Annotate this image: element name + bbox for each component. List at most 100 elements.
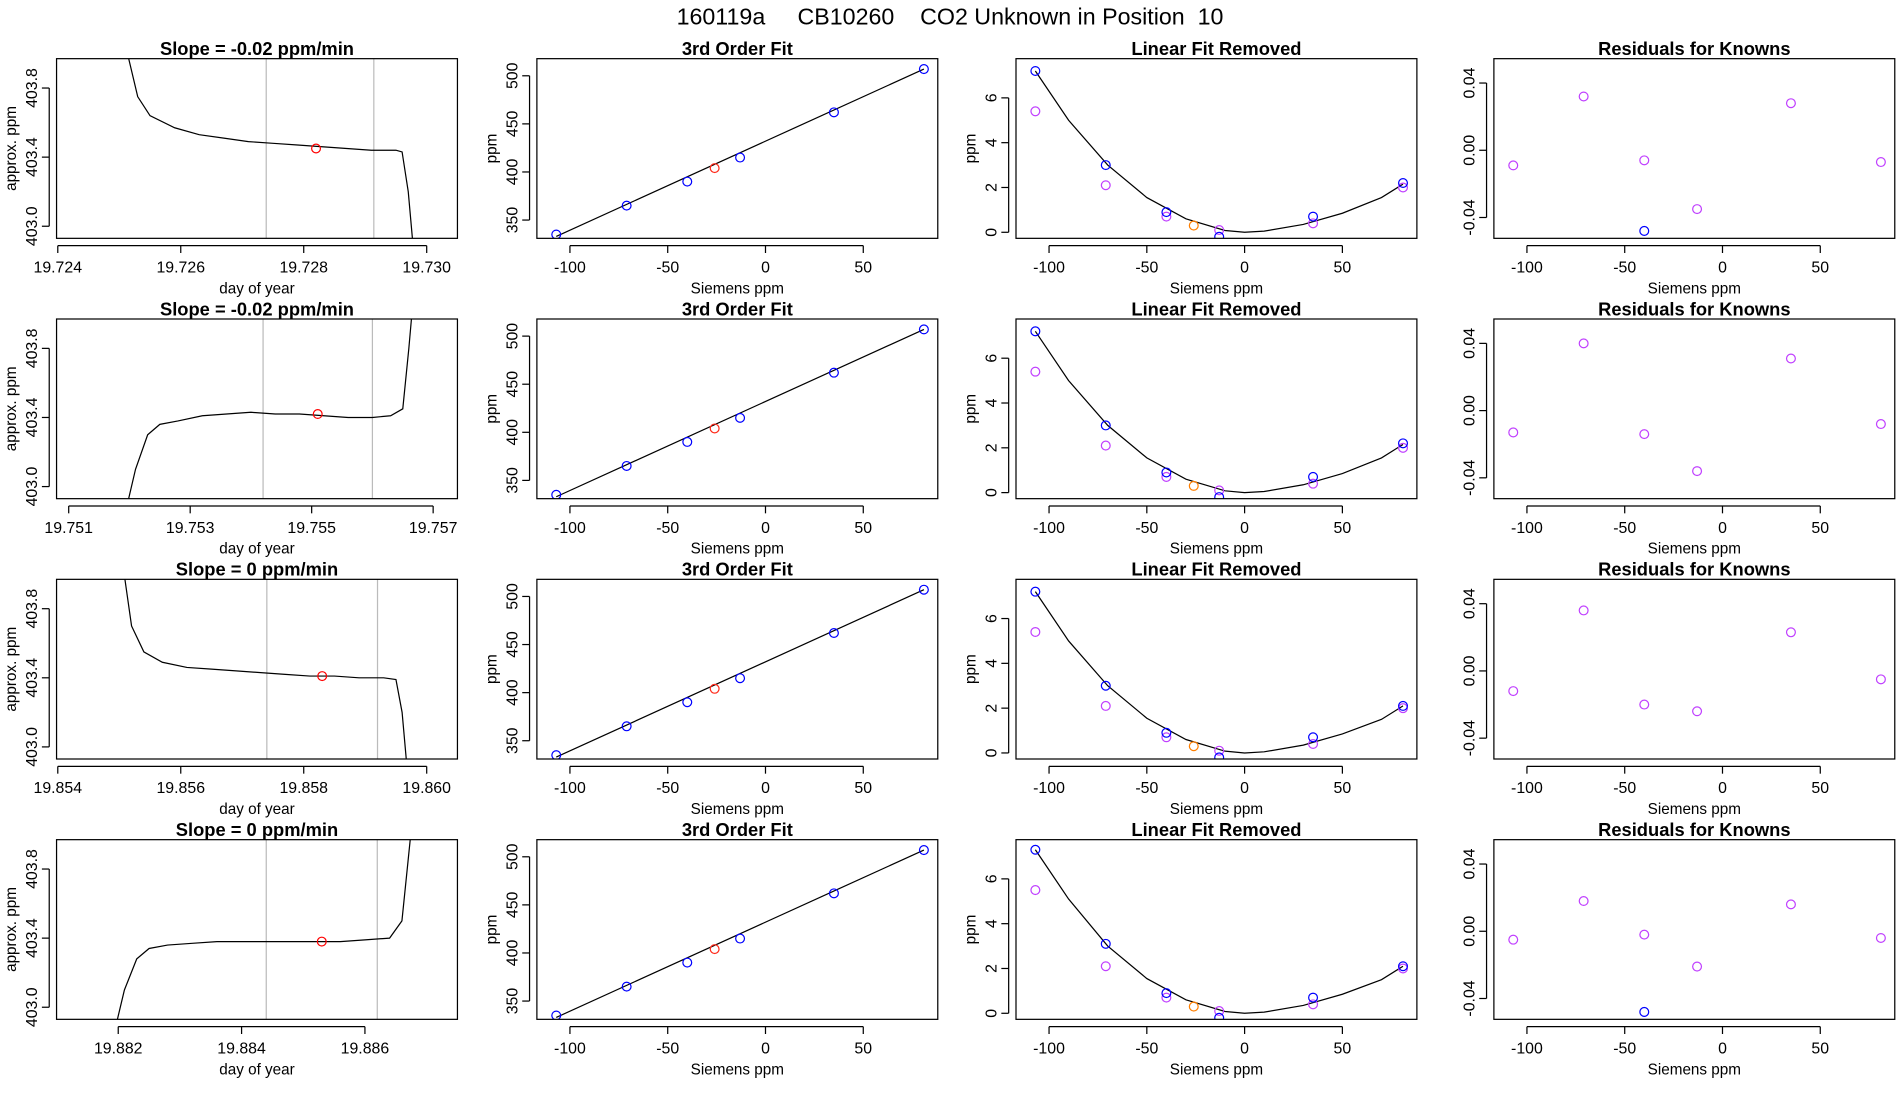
data-point: [1214, 231, 1225, 239]
data-point: [621, 721, 632, 732]
data-point: [1692, 204, 1703, 215]
y-axis-label: approx. ppm: [3, 366, 20, 451]
data-point: [312, 409, 323, 420]
data-point: [1639, 429, 1650, 440]
data-point: [918, 845, 929, 856]
panel-title: 3rd Order Fit: [682, 559, 793, 580]
y-tick-label: 0: [983, 488, 1000, 497]
data-point: [828, 107, 839, 118]
x-tick-label: 50: [1334, 780, 1352, 797]
y-tick-label: 403.0: [24, 467, 41, 507]
x-tick-label: 0: [1240, 520, 1249, 537]
data-point: [1308, 992, 1319, 1003]
y-tick-label: 403.0: [24, 206, 41, 246]
data-point: [1308, 999, 1319, 1010]
fit-curve: [1034, 849, 1404, 1014]
data-point: [1875, 419, 1886, 430]
data-point: [918, 324, 929, 335]
plot-area: [128, 58, 414, 239]
data-point: [682, 697, 693, 708]
data-point: [1161, 732, 1172, 743]
data-point: [1100, 420, 1111, 431]
plot-area: [1030, 326, 1409, 499]
plot-frame: [1493, 318, 1896, 500]
x-tick-label: 19.755: [287, 520, 336, 537]
panel: Slope = -0.02 ppm/min day of year approx. …: [3, 38, 459, 297]
y-tick-label: 400: [504, 159, 521, 186]
data-point: [1188, 1001, 1199, 1012]
plot-frame: [536, 58, 939, 239]
x-tick-label: 19.886: [341, 1041, 390, 1058]
data-point: [621, 460, 632, 471]
data-point: [551, 750, 562, 760]
y-axis-label: ppm: [963, 915, 980, 945]
x-tick-label: 0: [1240, 780, 1249, 797]
x-axis-label: Siemens ppm: [1170, 1061, 1263, 1078]
data-point: [1030, 326, 1041, 337]
x-tick-label: -100: [1033, 260, 1065, 277]
data-line: [116, 839, 411, 1020]
plot-frame: [1493, 58, 1896, 239]
x-tick-label: -50: [656, 1041, 679, 1058]
y-tick-label: 4: [983, 659, 1000, 668]
panel-title: Slope = -0.02 ppm/min: [160, 38, 354, 59]
y-tick-label: 2: [983, 443, 1000, 452]
data-point: [1030, 65, 1041, 76]
data-point: [1030, 106, 1041, 117]
x-tick-label: -50: [656, 260, 679, 277]
plot-frame: [55, 318, 459, 500]
data-point: [1639, 225, 1650, 236]
plot-area: [1030, 844, 1409, 1020]
panel: Residuals for Knowns Siemens ppm -100 -50 0 5…: [1461, 38, 1896, 297]
data-line: [128, 319, 413, 499]
x-tick-label: 50: [1811, 260, 1829, 277]
data-point: [1875, 674, 1886, 685]
y-tick-label: 6: [983, 614, 1000, 623]
data-point: [1100, 160, 1111, 171]
plot-area: [551, 324, 929, 499]
x-tick-label: 0: [761, 520, 770, 537]
data-point: [918, 64, 929, 75]
plot-frame: [536, 318, 939, 500]
data-point: [1508, 427, 1519, 438]
data-point: [1508, 160, 1519, 171]
y-tick-label: 403.8: [24, 68, 41, 108]
y-tick-label: 403.0: [24, 987, 41, 1027]
x-axis-label: Siemens ppm: [691, 541, 784, 558]
y-axis-label: ppm: [963, 394, 980, 424]
y-axis-label: approx. ppm: [3, 106, 20, 191]
data-point: [1785, 627, 1796, 638]
data-point: [1214, 492, 1225, 499]
x-tick-label: -50: [1613, 260, 1636, 277]
y-tick-label: 403.8: [24, 849, 41, 889]
x-tick-label: -100: [1511, 520, 1543, 537]
y-axis-label: ppm: [484, 394, 501, 424]
x-axis-label: Siemens ppm: [1170, 801, 1263, 818]
x-tick-label: 0: [1718, 780, 1727, 797]
data-line: [128, 58, 414, 239]
y-tick-label: 403.4: [24, 918, 41, 958]
data-point: [1578, 896, 1589, 907]
data-point: [735, 933, 746, 944]
panel: Residuals for Knowns Siemens ppm -100 -50 0 5…: [1461, 559, 1896, 818]
data-point: [317, 671, 328, 682]
y-axis-label: ppm: [484, 134, 501, 164]
x-axis-label: day of year: [219, 1061, 295, 1078]
plot-area: [1508, 605, 1886, 717]
y-tick-label: 2: [983, 964, 1000, 973]
x-tick-label: 50: [1811, 780, 1829, 797]
data-point: [682, 436, 693, 447]
data-point: [1161, 471, 1172, 482]
data-point: [1578, 605, 1589, 616]
data-point: [1397, 700, 1409, 711]
data-point: [1508, 686, 1519, 697]
y-tick-label: 400: [504, 940, 521, 967]
data-point: [1308, 211, 1319, 222]
figure-title: 160119a CB10260 CO2 Unknown in Position …: [677, 3, 1224, 29]
data-point: [1161, 992, 1172, 1003]
x-tick-label: 19.884: [217, 1041, 266, 1058]
data-point: [1875, 157, 1886, 168]
panel: Linear Fit Removed Siemens ppm ppm -100 -50 0…: [963, 559, 1418, 818]
data-point: [1692, 961, 1703, 972]
y-tick-label: 450: [504, 371, 521, 398]
